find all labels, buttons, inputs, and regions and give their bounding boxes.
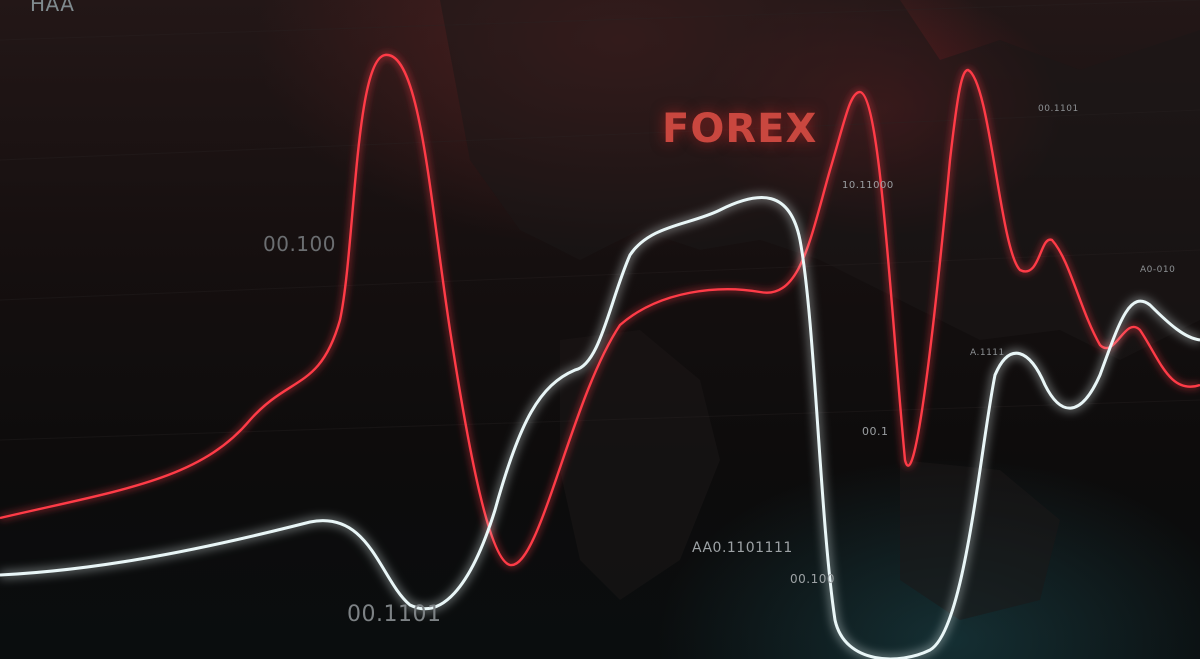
label-top-left: HAA	[30, 0, 75, 16]
label-far-right: A0-010	[1140, 265, 1176, 275]
label-left-mid: 00.100	[263, 232, 336, 256]
label-right-top: 00.1101	[1038, 104, 1079, 114]
label-near-peak: 10.11000	[842, 180, 894, 191]
label-mid-right: 00.1	[862, 425, 889, 438]
label-bottom-left: 00.1101	[347, 602, 442, 627]
white-price-line	[0, 196, 1200, 659]
label-right-mid: A.1111	[970, 348, 1005, 358]
label-center-bottom: AA0.1101111	[692, 540, 793, 556]
label-center-bottom-2: 00.100	[790, 572, 835, 586]
red-price-line	[0, 53, 1200, 567]
forex-headline: FOREX	[662, 106, 818, 152]
